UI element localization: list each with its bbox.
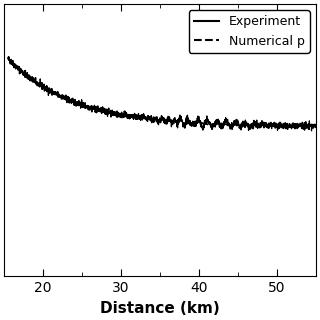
Experiment xyxy=(305,125,309,129)
Numerical p xyxy=(305,124,309,128)
Experiment xyxy=(310,129,314,133)
Numerical p xyxy=(148,116,151,120)
Experiment xyxy=(314,125,318,129)
Experiment xyxy=(148,115,152,118)
Numerical p xyxy=(314,124,318,128)
Experiment xyxy=(22,73,26,76)
Legend: Experiment, Numerical p: Experiment, Numerical p xyxy=(189,11,309,53)
Numerical p xyxy=(22,71,26,75)
X-axis label: Distance (km): Distance (km) xyxy=(100,301,220,316)
Line: Experiment: Experiment xyxy=(8,57,316,131)
Line: Numerical p: Numerical p xyxy=(8,59,316,126)
Numerical p xyxy=(156,118,160,122)
Experiment xyxy=(156,120,160,124)
Experiment xyxy=(305,124,309,127)
Numerical p xyxy=(305,124,309,128)
Numerical p xyxy=(6,57,10,60)
Experiment xyxy=(6,56,10,60)
Experiment xyxy=(7,55,11,59)
Numerical p xyxy=(248,123,252,127)
Experiment xyxy=(249,124,252,128)
